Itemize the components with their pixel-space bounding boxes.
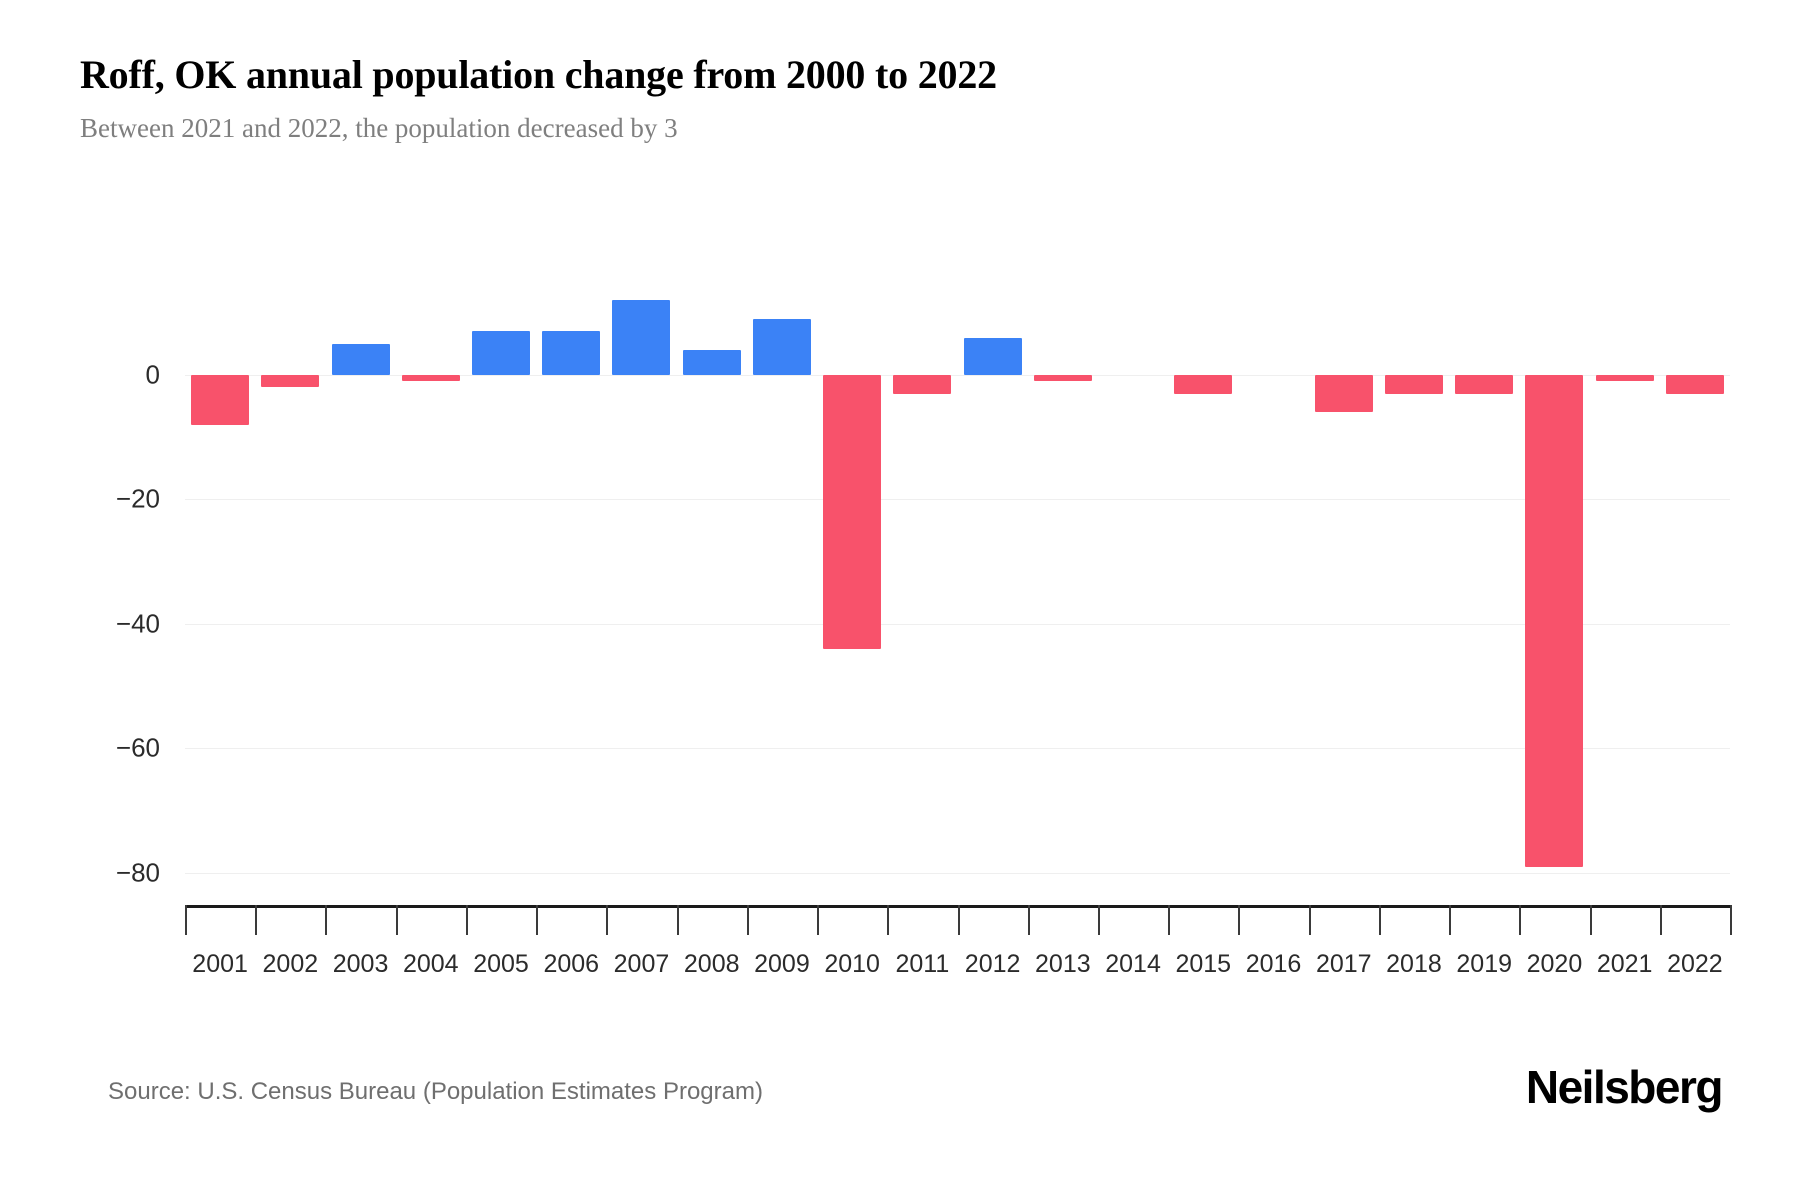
x-axis-tick-label: 2020 — [1526, 950, 1583, 978]
gridline — [185, 499, 1730, 501]
x-axis-tick — [1238, 905, 1241, 935]
x-axis-tick — [1308, 905, 1311, 935]
bar-2004[interactable] — [401, 375, 460, 382]
bar-2010[interactable] — [823, 375, 882, 649]
y-axis-tick-label: −40 — [115, 608, 160, 639]
bar-2009[interactable] — [752, 318, 811, 375]
y-axis-tick-label: −80 — [115, 857, 160, 888]
x-axis-tick-label: 2018 — [1386, 950, 1442, 978]
bar-2012[interactable] — [963, 337, 1022, 375]
x-axis-tick — [676, 905, 679, 935]
x-axis-tick-label: 2006 — [543, 950, 600, 978]
x-axis-tick — [1589, 905, 1592, 935]
page-title: Roff, OK annual population change from 2… — [80, 52, 997, 97]
brand-logo: Neilsberg — [1525, 1061, 1724, 1113]
x-axis-tick-label: 2013 — [1035, 950, 1091, 978]
x-axis-tick — [1519, 905, 1522, 935]
x-axis-tick — [185, 905, 187, 935]
x-axis-tick-label: 2019 — [1456, 950, 1513, 978]
x-axis-tick — [255, 905, 258, 935]
bar-2002[interactable] — [261, 375, 320, 388]
chart-subtitle: Between 2021 and 2022, the population de… — [80, 113, 678, 143]
bar-2006[interactable] — [542, 331, 601, 375]
x-axis-tick-label: 2003 — [332, 950, 389, 978]
gridline — [185, 748, 1730, 750]
x-axis-tick-label: 2016 — [1245, 950, 1302, 978]
x-axis-tick — [887, 905, 890, 935]
x-axis-tick-label: 2015 — [1175, 950, 1232, 978]
x-axis-tick — [1378, 905, 1381, 935]
x-axis-tick-label: 2014 — [1105, 950, 1161, 978]
bar-2011[interactable] — [893, 375, 952, 394]
x-axis-tick-label: 2010 — [824, 950, 880, 978]
y-axis-tick-label: 0 — [145, 359, 160, 390]
x-axis-tick-label: 2011 — [895, 950, 950, 978]
bar-2018[interactable] — [1384, 375, 1443, 394]
bar-2013[interactable] — [1033, 375, 1092, 382]
bar-2022[interactable] — [1665, 375, 1724, 394]
gridline — [185, 872, 1730, 874]
x-axis-tick — [536, 905, 539, 935]
x-axis-tick-label: 2008 — [683, 950, 740, 978]
x-axis-tick — [1449, 905, 1452, 935]
bar-2015[interactable] — [1174, 375, 1233, 394]
chart-header: Roff, OK annual population change from 2… — [80, 52, 1720, 144]
x-axis-tick-label: 2022 — [1667, 950, 1723, 978]
x-axis-tick — [1659, 905, 1662, 935]
x-axis-tick — [465, 905, 468, 935]
zero-gridline — [185, 375, 1730, 376]
x-axis-tick-label: 2007 — [613, 950, 670, 978]
x-axis-tick-label: 2002 — [262, 950, 319, 978]
x-axis-tick-label: 2009 — [754, 950, 810, 978]
bar-2005[interactable] — [472, 331, 531, 375]
x-axis-tick-label: 2021 — [1596, 950, 1653, 978]
x-axis-tick — [1730, 905, 1732, 935]
x-axis-tick-label: 2017 — [1315, 950, 1372, 978]
x-axis-tick-label: 2004 — [402, 950, 459, 978]
x-axis-tick — [1027, 905, 1030, 935]
x-axis-tick-label: 2005 — [473, 950, 529, 978]
gridline — [185, 623, 1730, 625]
bar-2019[interactable] — [1455, 375, 1514, 394]
bar-2017[interactable] — [1314, 375, 1373, 413]
bar-2003[interactable] — [331, 343, 390, 375]
bar-2001[interactable] — [191, 375, 250, 425]
x-axis-tick — [746, 905, 749, 935]
x-axis-tick-label: 2012 — [964, 950, 1021, 978]
y-axis-tick-label: −60 — [115, 732, 160, 763]
x-axis-tick — [957, 905, 960, 935]
bar-2008[interactable] — [682, 350, 741, 375]
source-note: Source: U.S. Census Bureau (Population E… — [108, 1078, 763, 1105]
y-axis-tick-label: −20 — [115, 483, 160, 514]
x-axis-tick-label: 2001 — [192, 950, 248, 978]
x-axis-tick — [606, 905, 609, 935]
x-axis-tick — [817, 905, 820, 935]
bar-2007[interactable] — [612, 300, 671, 375]
bar-2021[interactable] — [1595, 375, 1654, 382]
bar-2020[interactable] — [1525, 375, 1584, 867]
x-axis-tick — [1168, 905, 1171, 935]
x-axis-tick — [1097, 905, 1100, 935]
x-axis-tick — [395, 905, 398, 935]
x-axis-tick — [325, 905, 328, 935]
